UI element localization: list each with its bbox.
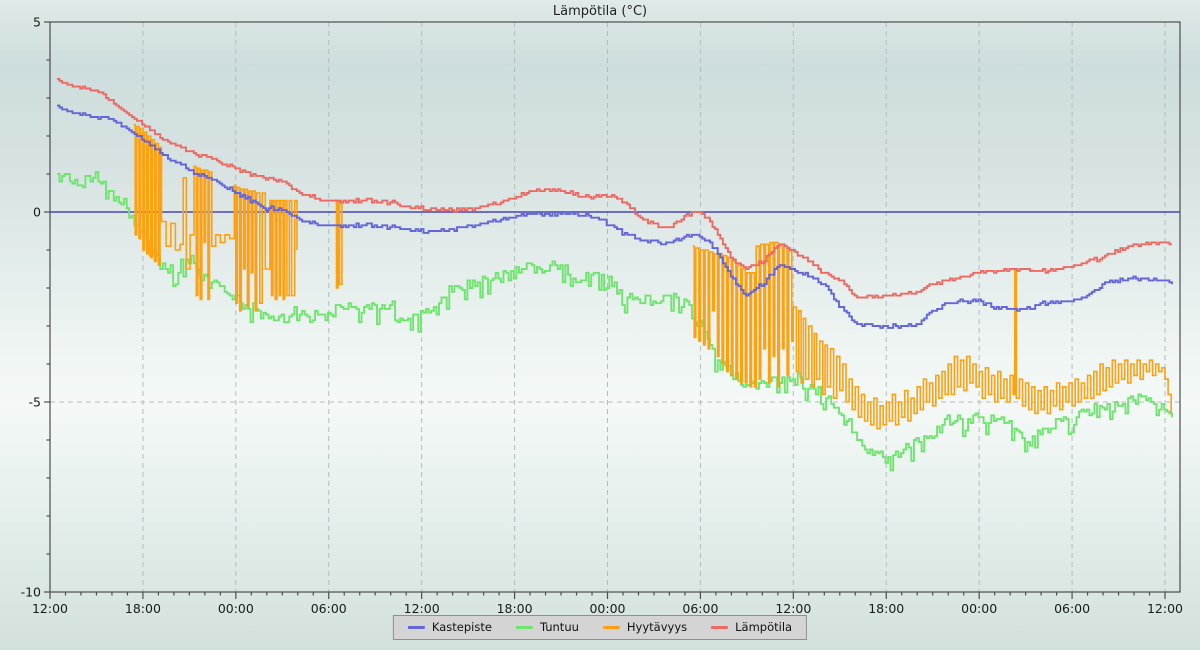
y-tick-label: -10 — [21, 585, 41, 600]
series-line-hyytävyys — [334, 199, 343, 289]
chart-legend: Kastepiste Tuntuu Hyytävyys Lämpötila — [392, 615, 808, 640]
x-tick-label: 06:00 — [311, 601, 347, 616]
legend-item-tuntuu: Tuntuu — [515, 619, 579, 634]
legend-item-lämpötila: Lämpötila — [711, 619, 793, 634]
series-line-hyytävyys — [133, 123, 298, 312]
x-tick-label: 18:00 — [868, 601, 904, 616]
x-tick-label: 18:00 — [125, 601, 161, 616]
x-tick-label: 18:00 — [497, 601, 533, 616]
legend-label: Hyytävyys — [626, 619, 688, 634]
x-tick-label: 12:00 — [32, 601, 68, 616]
x-tick-label: 00:00 — [961, 601, 997, 616]
x-tick-label: 12:00 — [775, 601, 811, 616]
legend-swatch — [515, 626, 533, 629]
series-line-kastepiste — [57, 104, 1173, 329]
plot-border — [49, 21, 1181, 593]
series-line-lämpötila — [57, 78, 1172, 299]
x-tick-label: 12:00 — [1147, 601, 1183, 616]
legend-label: Kastepiste — [431, 619, 492, 634]
x-tick-label: 06:00 — [1054, 601, 1090, 616]
series-line-hyytävyys — [692, 241, 1172, 430]
x-tick-label: 12:00 — [404, 601, 440, 616]
legend-item-hyytävyys: Hyytävyys — [602, 619, 688, 634]
legend-swatch — [407, 626, 425, 629]
y-tick-label: 0 — [33, 205, 41, 220]
legend-label: Lämpötila — [735, 619, 793, 634]
legend-item-kastepiste: Kastepiste — [407, 619, 492, 634]
legend-swatch — [602, 626, 620, 629]
series-line-tuntuu — [57, 171, 1173, 472]
y-tick-label: -5 — [29, 395, 41, 410]
legend-label: Tuntuu — [539, 619, 579, 634]
x-tick-label: 00:00 — [589, 601, 625, 616]
x-tick-label: 00:00 — [218, 601, 254, 616]
chart-title: Lämpötila (°C) — [552, 4, 648, 19]
y-tick-label: 5 — [33, 15, 41, 30]
x-tick-label: 06:00 — [682, 601, 718, 616]
legend-swatch — [711, 626, 729, 629]
